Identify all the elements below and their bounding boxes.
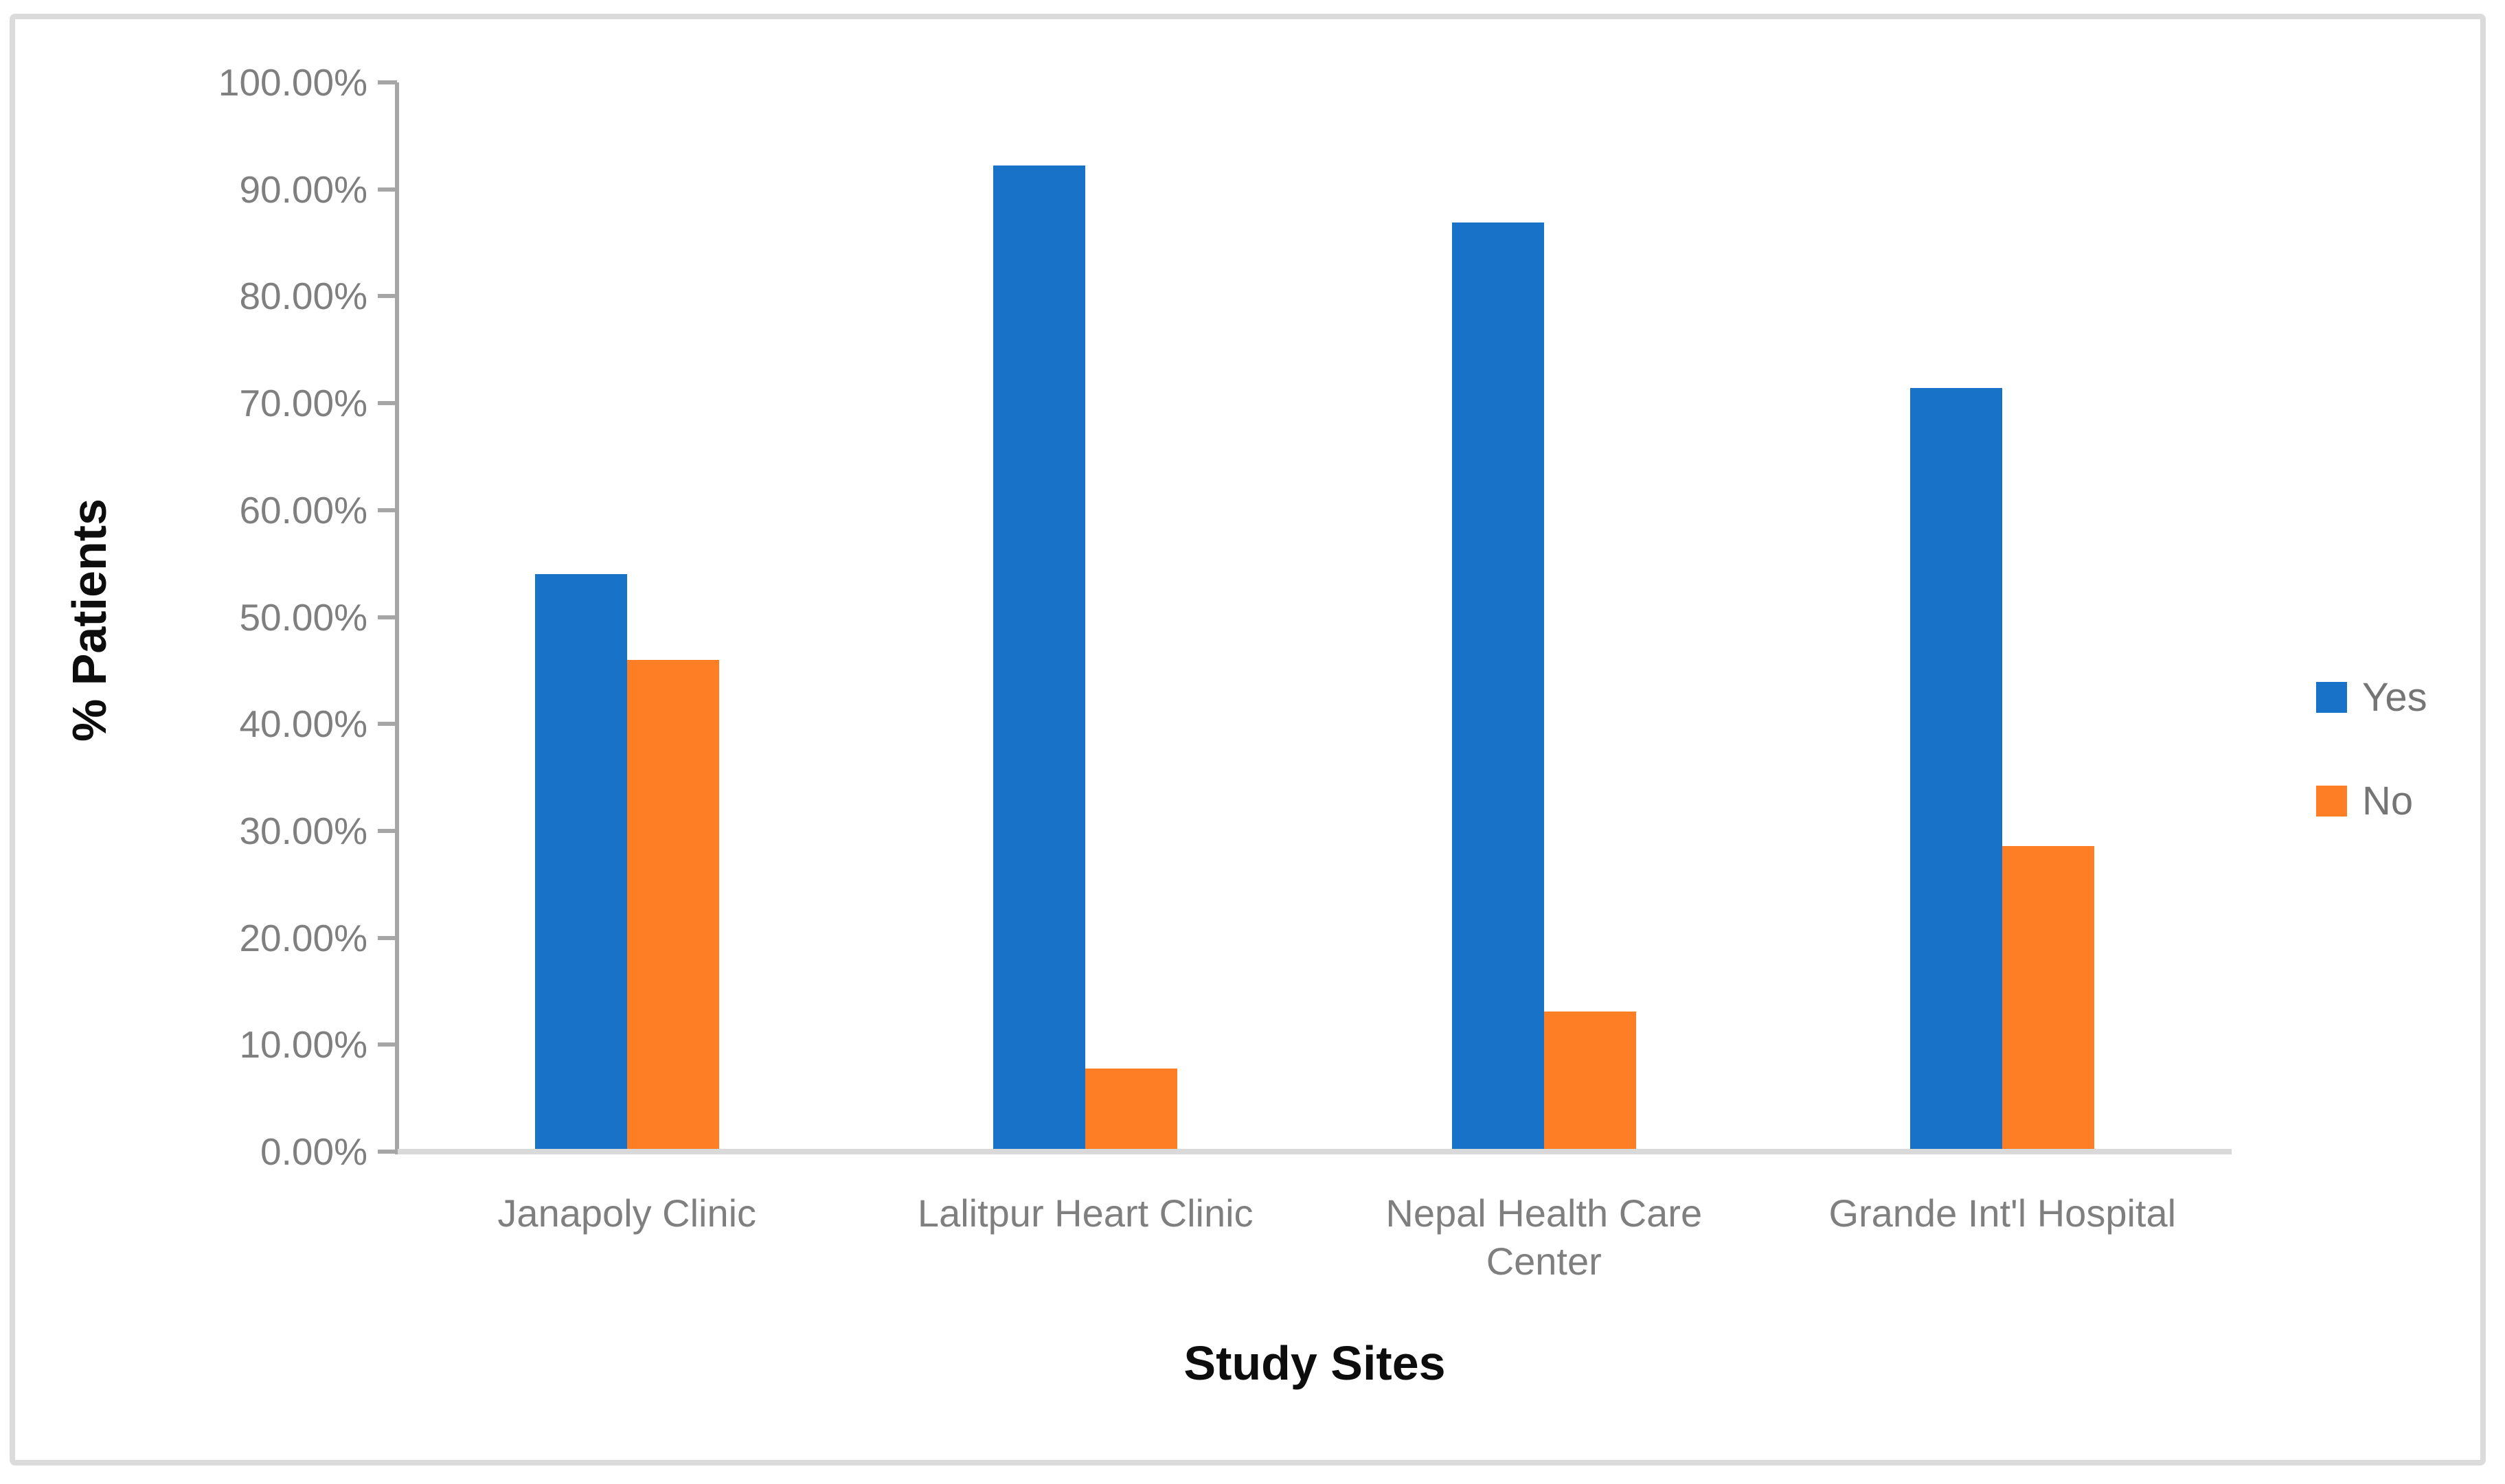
y-tick-label: 80.00% [239,275,367,318]
bar-no-category-1 [626,659,719,1152]
y-tick-label: 60.00% [239,488,367,532]
y-tick-label: 50.00% [239,595,367,639]
category-label: Janapoly Clinic [497,1191,757,1235]
bar-yes-category-3 [1451,222,1544,1152]
category-label: Lalitpur Heart Clinic [917,1191,1254,1235]
x-axis-title: Study Sites [1183,1336,1446,1390]
y-tick-mark [378,401,397,406]
legend-swatch-icon [2316,786,2347,817]
bar-no-category-3 [1543,1012,1636,1152]
bar-no-category-4 [2002,845,2095,1152]
legend-item-no: No [2316,778,2427,824]
category-label: Nepal Health Care Center [1385,1191,1703,1283]
legend-item-yes: Yes [2316,674,2427,720]
x-axis-line [398,1149,2232,1154]
legend-swatch-icon [2316,682,2347,713]
y-tick-mark [378,935,397,940]
bar-yes-category-1 [534,574,627,1152]
legend: Yes No [2316,674,2427,824]
category-label: Grande Int'l Hospital [1828,1191,2177,1235]
y-tick-label: 20.00% [239,916,367,959]
y-axis-line [395,82,399,1154]
bar-no-category-2 [1085,1068,1178,1152]
y-tick-label: 40.00% [239,703,367,746]
y-tick-mark [378,722,397,727]
y-tick-mark [378,187,397,192]
y-tick-mark [378,615,397,619]
bar-yes-category-4 [1910,388,2003,1152]
y-tick-label: 100.00% [218,61,367,104]
y-tick-mark [378,507,397,512]
legend-label: No [2362,779,2414,823]
y-tick-label: 70.00% [239,382,367,425]
y-tick-label: 10.00% [239,1023,367,1066]
chart-border [10,14,2486,1465]
y-tick-label: 0.00% [260,1130,367,1173]
y-tick-label: 90.00% [239,168,367,211]
y-tick-mark [378,1042,397,1047]
y-tick-mark [378,1150,397,1154]
y-tick-mark [378,294,397,299]
y-axis-title: % Patients [63,499,116,742]
y-tick-label: 30.00% [239,809,367,852]
bar-yes-category-2 [993,165,1086,1152]
legend-label: Yes [2362,675,2427,720]
y-tick-mark [378,828,397,833]
y-tick-mark [378,80,397,84]
